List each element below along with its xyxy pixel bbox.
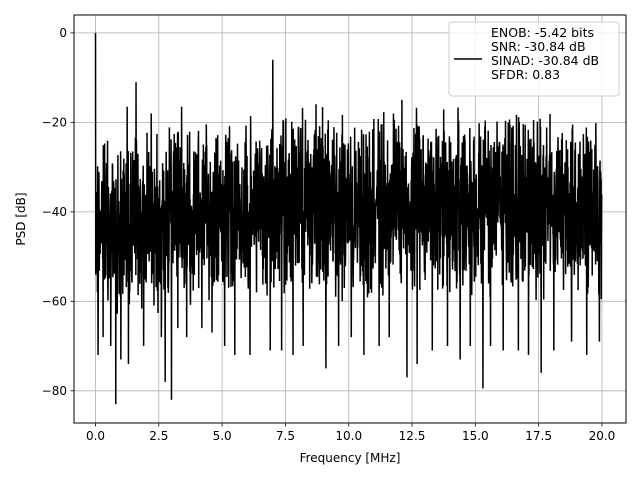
legend-label-line: SNR: -30.84 dB bbox=[491, 39, 586, 54]
y-tick-label: −40 bbox=[42, 205, 67, 219]
psd-series-line bbox=[94, 32, 603, 405]
y-tick-label: 0 bbox=[59, 26, 67, 40]
y-tick-label: −60 bbox=[42, 295, 67, 309]
x-tick-label: 10.0 bbox=[335, 429, 362, 443]
legend-label-line: SFDR: 0.83 bbox=[491, 67, 560, 82]
data-layer bbox=[94, 32, 603, 405]
legend-box bbox=[448, 21, 620, 97]
x-tick-label: 0.0 bbox=[86, 429, 105, 443]
tick-layer: 0.0 2.5 5.0 7.5 10.0 12.5 15.0 17.5 20.0 0 −20 −40 −… bbox=[42, 26, 616, 443]
x-tick-label: 2.5 bbox=[149, 429, 168, 443]
legend-label-line: ENOB: -5.42 bits bbox=[491, 25, 594, 40]
legend-label-line: SINAD: -30.84 dB bbox=[491, 53, 599, 68]
y-tick-label: −80 bbox=[42, 384, 67, 398]
x-tick-label: 15.0 bbox=[462, 429, 489, 443]
x-tick-label: 20.0 bbox=[589, 429, 616, 443]
x-tick-label: 5.0 bbox=[213, 429, 232, 443]
x-axis-label: Frequency [MHz] bbox=[300, 451, 401, 465]
x-tick-label: 12.5 bbox=[399, 429, 426, 443]
y-tick-label: −20 bbox=[42, 116, 67, 130]
x-tick-label: 17.5 bbox=[525, 429, 552, 443]
axes-frame bbox=[73, 14, 627, 424]
y-axis-label: PSD [dB] bbox=[14, 192, 28, 245]
x-tick-label: 7.5 bbox=[276, 429, 295, 443]
